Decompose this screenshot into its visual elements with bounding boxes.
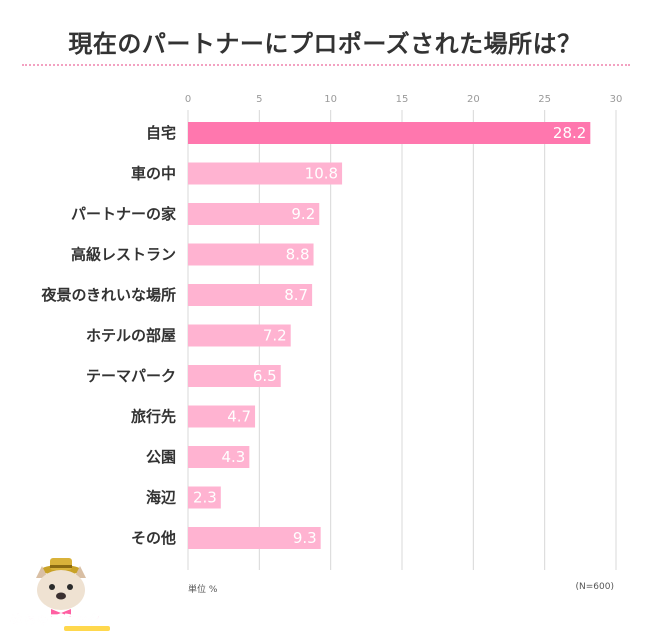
- logo-underline: [64, 626, 110, 631]
- category-label: パートナーの家: [71, 205, 176, 223]
- bar: [188, 446, 250, 468]
- title-divider: [22, 64, 630, 66]
- category-label: 高級レストラン: [71, 246, 176, 264]
- bar: [188, 162, 343, 185]
- chart-title: 現在のパートナーにプロポーズされた場所は？: [68, 30, 582, 58]
- bar: [188, 284, 313, 306]
- x-tick-label: 5: [256, 94, 262, 105]
- dog-nose: [56, 592, 66, 600]
- unit-note: 単位 %: [188, 585, 218, 595]
- x-tick-label: 30: [610, 94, 623, 105]
- category-label: テーマパーク: [86, 367, 176, 385]
- dog-head: [37, 570, 85, 610]
- value-label: 8.8: [286, 246, 310, 264]
- x-tick-label: 25: [538, 94, 551, 105]
- category-label: 旅行先: [131, 408, 176, 426]
- value-label: 8.7: [284, 286, 308, 304]
- value-label: 4.3: [221, 448, 245, 466]
- value-label: 4.7: [227, 408, 251, 426]
- value-label: 9.2: [291, 205, 315, 223]
- category-label: 夜景のきれいな場所: [40, 286, 176, 304]
- value-label: 10.8: [305, 165, 338, 183]
- x-tick-label: 10: [324, 94, 337, 105]
- value-label: 7.2: [263, 327, 287, 345]
- mechacomic-logo: めちゃコミック: [10, 558, 110, 631]
- category-label: ホテルの部屋: [86, 327, 176, 345]
- bar: [188, 122, 591, 144]
- logo-text: めちゃコミック: [10, 613, 101, 628]
- dog-bowtie: [51, 609, 71, 617]
- dog-right-ear: [74, 566, 86, 578]
- category-label: その他: [131, 529, 176, 547]
- bar: [188, 486, 221, 509]
- bar: [188, 243, 314, 266]
- category-label: 公園: [146, 448, 176, 466]
- x-tick-label: 20: [467, 94, 480, 105]
- value-label: 2.3: [193, 489, 217, 507]
- sample-size-note: (N=600): [575, 582, 614, 592]
- bar: [188, 203, 320, 225]
- value-label: 28.2: [553, 124, 586, 142]
- hat-band: [50, 565, 72, 568]
- value-label: 9.3: [293, 529, 317, 547]
- x-tick-label: 15: [396, 94, 409, 105]
- bar: [188, 365, 281, 387]
- x-tick-label: 0: [185, 94, 191, 105]
- category-label: 自宅: [146, 124, 176, 142]
- hat-crown: [50, 558, 72, 570]
- category-label: 車の中: [131, 165, 176, 183]
- dog-left-eye: [49, 584, 55, 590]
- category-label: 海辺: [146, 489, 177, 507]
- dog-left-ear: [36, 566, 48, 578]
- value-label: 6.5: [253, 367, 277, 385]
- dog-right-eye: [67, 584, 73, 590]
- bar: [188, 527, 321, 549]
- bar: [188, 405, 256, 428]
- bar: [188, 324, 291, 347]
